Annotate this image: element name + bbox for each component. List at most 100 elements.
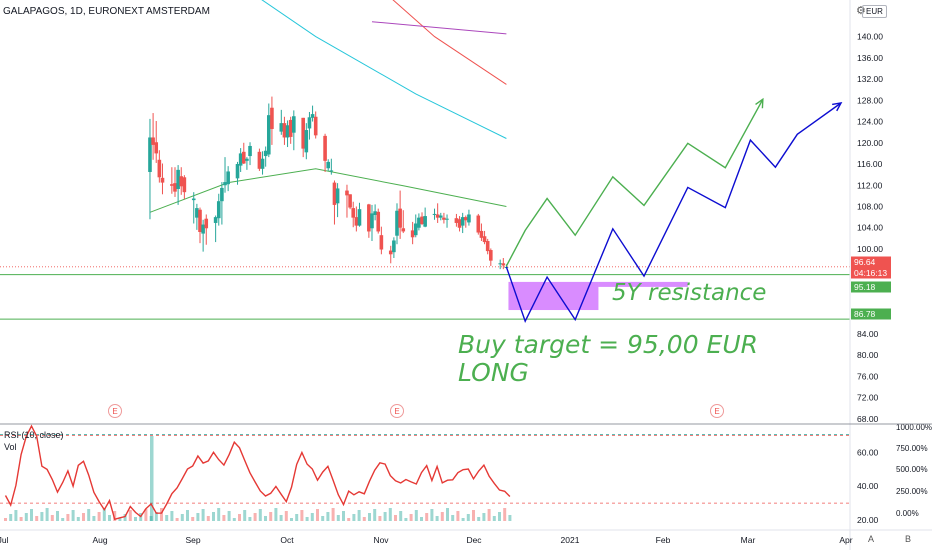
candle	[432, 208, 437, 220]
volume-bar	[321, 516, 325, 521]
candle-body	[195, 208, 199, 218]
candle-body	[482, 236, 487, 243]
volume-percent-label: 250.00%	[896, 487, 928, 496]
candle-body	[485, 241, 490, 252]
volume-bar	[482, 513, 486, 521]
candle	[410, 221, 415, 245]
earnings-marker-label: E	[394, 407, 399, 416]
volume-bar	[201, 509, 205, 521]
candle	[348, 194, 352, 210]
candle-body	[226, 171, 230, 185]
candle-body	[191, 198, 196, 201]
currency-badge[interactable]: EUR	[862, 5, 887, 18]
candle	[476, 213, 481, 235]
candle-body	[216, 201, 221, 219]
volume-bar	[425, 513, 429, 521]
candle-body	[398, 208, 402, 228]
candle-body	[148, 137, 152, 172]
candle	[301, 117, 305, 158]
candle-body	[467, 214, 471, 223]
candle	[220, 182, 224, 225]
volume-bar	[368, 513, 371, 521]
candle	[442, 212, 446, 224]
volume-bar	[253, 513, 257, 521]
volume-bar	[227, 511, 231, 521]
time-tick-label: 2021	[561, 535, 580, 545]
buy-target-label: Buy target = 95,00 EUR	[458, 330, 759, 359]
volume-bar	[76, 517, 80, 521]
candle	[376, 208, 381, 234]
candle	[329, 158, 334, 175]
candle	[323, 133, 327, 172]
volume-percent-label: 1000.00%	[896, 423, 932, 432]
earnings-marker[interactable]	[710, 404, 724, 418]
candle	[148, 118, 152, 220]
candle	[435, 203, 440, 223]
volume-bar	[326, 512, 330, 521]
volume-bar	[196, 513, 200, 521]
candle	[438, 212, 443, 221]
price-tick-label: 140.00	[857, 32, 883, 42]
volume-bar	[180, 514, 184, 521]
volume-bar	[102, 508, 106, 521]
price-tick-label: 112.00	[857, 180, 883, 190]
candle	[213, 215, 218, 243]
rsi-indicator-label[interactable]: RSI (10, close)	[4, 430, 64, 440]
volume-bar	[212, 512, 215, 521]
price-tick-label: 120.00	[857, 138, 883, 148]
volume-bar	[336, 515, 340, 521]
volume-bar	[149, 516, 153, 521]
candle	[304, 123, 309, 160]
candle	[313, 111, 318, 139]
volume-bar	[430, 509, 434, 521]
candle-body	[279, 123, 284, 132]
price-badge	[851, 267, 891, 279]
price-tick-label: 84.00	[857, 329, 879, 339]
price-badge-label: 96.64	[854, 257, 876, 267]
candle	[417, 213, 421, 231]
candle-body	[401, 228, 406, 232]
log-scale-button[interactable]: B	[905, 534, 912, 544]
volume-bar	[97, 512, 101, 521]
volume-bar	[82, 513, 85, 521]
candle	[288, 116, 293, 144]
candle	[501, 258, 506, 270]
volume-bar	[435, 516, 439, 521]
projection-green-path	[505, 98, 764, 267]
candle	[489, 248, 493, 266]
candle-body	[245, 158, 249, 161]
candle-body	[373, 211, 377, 215]
volume-bar	[466, 514, 470, 521]
resistance-label: 5Y resistance	[612, 280, 767, 306]
volume-bar	[310, 513, 314, 521]
volume-bar	[258, 509, 262, 521]
auto-scale-button[interactable]: A	[868, 534, 875, 544]
volume-bar	[40, 512, 44, 521]
candle	[160, 163, 165, 195]
volume-bar	[154, 512, 158, 521]
candle-body	[304, 130, 309, 153]
volume-bar	[4, 518, 7, 521]
volume-bar	[446, 508, 449, 521]
price-tick-label: 132.00	[857, 74, 883, 84]
candle-body	[417, 217, 421, 228]
volume-bar	[487, 509, 491, 521]
earnings-marker-label: E	[714, 407, 719, 416]
volume-bar	[269, 512, 273, 521]
candle-body	[223, 182, 227, 186]
earnings-marker[interactable]	[390, 404, 404, 418]
moving-average-line	[392, 0, 507, 85]
rsi-line	[4, 424, 511, 521]
gear-icon[interactable]: ⚙	[856, 5, 866, 17]
candle	[332, 180, 337, 225]
candle	[170, 167, 174, 194]
candle-body	[170, 184, 174, 186]
volume-bar	[24, 513, 28, 521]
earnings-marker[interactable]	[108, 404, 122, 418]
candle-body	[442, 217, 446, 220]
volume-indicator-label[interactable]: Vol	[4, 442, 17, 452]
projection-green-path-arrowhead	[755, 97, 764, 109]
price-tick-label: 68.00	[857, 414, 879, 424]
volume-bar	[316, 509, 319, 521]
